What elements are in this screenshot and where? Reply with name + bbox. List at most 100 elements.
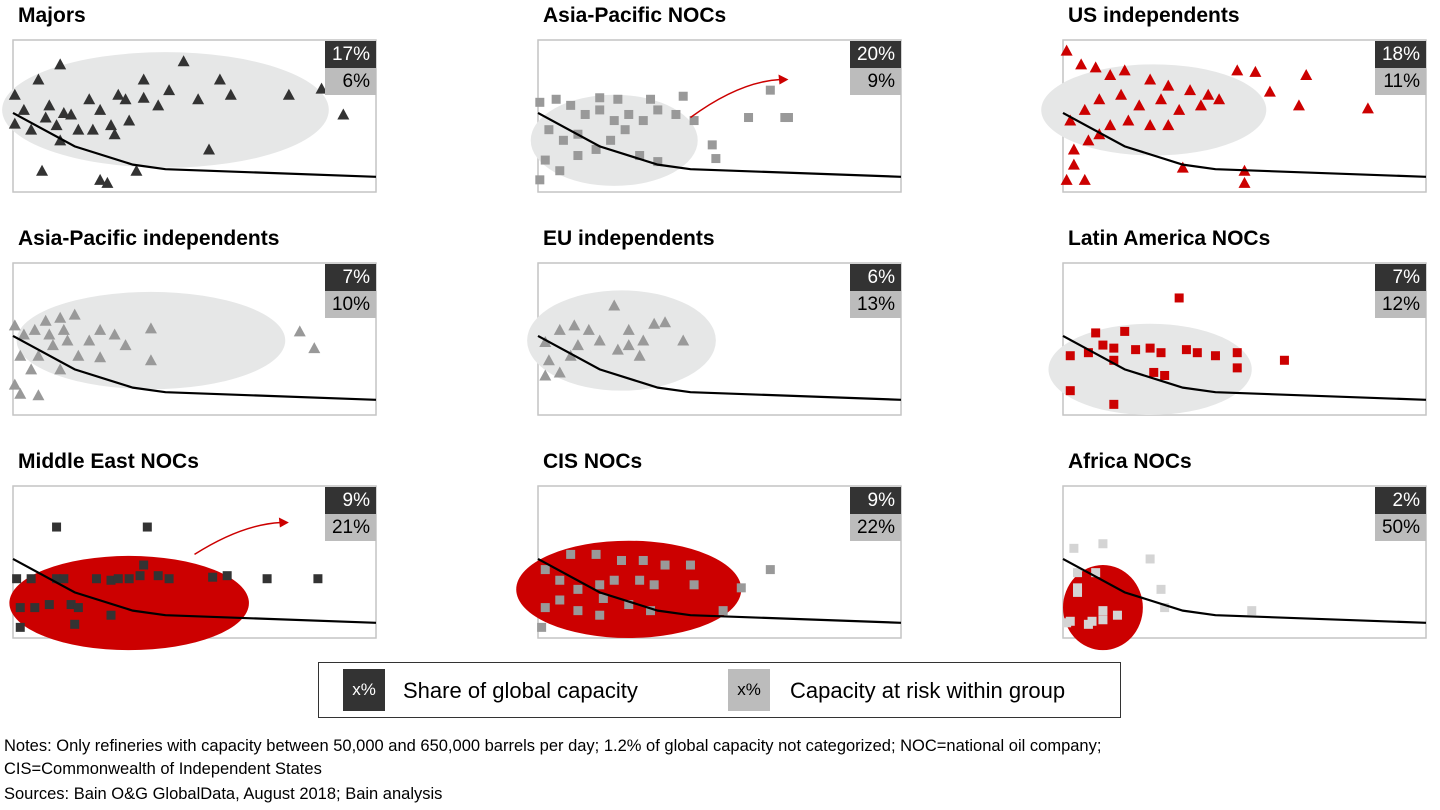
panel-title: Asia-Pacific independents [18, 227, 280, 250]
data-point [1064, 114, 1077, 126]
risk-badge: 13% [850, 291, 901, 318]
data-point [72, 349, 85, 361]
data-point [130, 164, 143, 176]
data-point [86, 123, 99, 135]
data-point [1238, 176, 1251, 188]
risk-badge: 11% [1375, 68, 1426, 95]
data-point [1156, 348, 1166, 358]
panel-plot [516, 485, 902, 639]
data-point [1149, 367, 1159, 377]
data-point [1145, 554, 1155, 564]
panel-plot [9, 485, 377, 651]
data-point [91, 574, 101, 584]
data-point [46, 339, 59, 351]
risk-badge: 22% [850, 514, 901, 541]
data-point [8, 319, 21, 331]
data-point [72, 123, 85, 135]
data-point [1109, 355, 1119, 365]
data-point [689, 580, 699, 590]
data-point [137, 91, 150, 103]
data-point [293, 325, 306, 337]
data-point [609, 575, 619, 585]
data-point [1104, 68, 1117, 80]
data-point [54, 134, 67, 146]
data-point [203, 143, 216, 155]
cost-curve-line [1062, 557, 1427, 624]
data-point [308, 342, 321, 354]
data-point [61, 334, 74, 346]
data-point [106, 575, 116, 585]
data-point [555, 595, 565, 605]
data-point [660, 560, 670, 570]
legend-risk-label: Capacity at risk within group [790, 678, 1066, 703]
data-point [313, 574, 323, 584]
data-point [606, 135, 616, 145]
data-point [1060, 173, 1073, 185]
data-point [646, 606, 656, 616]
trend-arrow [194, 521, 281, 556]
data-point [1144, 119, 1157, 131]
data-point [1202, 88, 1215, 100]
data-point [555, 575, 565, 585]
data-point [542, 354, 555, 366]
data-point [1181, 345, 1191, 355]
data-point [57, 106, 70, 118]
data-point [649, 580, 659, 590]
data-point [677, 334, 690, 346]
data-point [315, 82, 328, 94]
data-point [135, 571, 145, 581]
data-point [32, 389, 45, 401]
risk-badge: 12% [1375, 291, 1426, 318]
data-point [595, 93, 605, 103]
data-point [573, 151, 583, 161]
data-point [1122, 114, 1135, 126]
data-point [595, 580, 605, 590]
risk-badge: 50% [1375, 514, 1426, 541]
data-point [1069, 543, 1079, 553]
data-point [113, 574, 123, 584]
cost-curve-line [1062, 111, 1427, 178]
data-point [535, 175, 545, 185]
data-point [1078, 173, 1091, 185]
data-point [17, 328, 30, 340]
data-point [15, 622, 25, 632]
data-point [222, 571, 232, 581]
data-point [28, 323, 41, 335]
panel-title: Majors [18, 4, 86, 27]
data-point [1210, 351, 1220, 361]
data-point [54, 58, 67, 70]
data-point [1145, 343, 1155, 353]
cost-curve-line [12, 111, 377, 178]
share-badge: 18% [1375, 41, 1426, 68]
data-point [1093, 93, 1106, 105]
panel-plot [1062, 485, 1427, 651]
legend: x% Share of global capacity x% Capacity … [318, 662, 1121, 718]
data-point [1078, 103, 1091, 115]
panel-plot [530, 39, 902, 193]
panel-title: US independents [1068, 4, 1240, 27]
data-point [17, 103, 30, 115]
data-point [52, 574, 62, 584]
cost-curve-line [12, 557, 377, 624]
data-point [595, 610, 605, 620]
data-point [1067, 143, 1080, 155]
data-point [611, 343, 624, 355]
data-point [8, 88, 21, 100]
data-point [192, 93, 205, 105]
data-point [1098, 539, 1108, 549]
share-badge: 2% [1375, 487, 1426, 514]
data-point [638, 116, 648, 126]
data-point [36, 164, 49, 176]
cluster-ellipse [9, 555, 249, 651]
cluster-ellipse [516, 540, 742, 638]
data-point [83, 334, 96, 346]
data-point [544, 125, 554, 135]
risk-badge: 6% [325, 68, 376, 95]
data-point [566, 100, 576, 110]
data-point [555, 166, 565, 176]
data-point [1231, 64, 1244, 76]
panel-plot [1048, 262, 1427, 416]
cost-curve-line [537, 334, 902, 401]
data-point [558, 135, 568, 145]
data-point [139, 560, 149, 570]
